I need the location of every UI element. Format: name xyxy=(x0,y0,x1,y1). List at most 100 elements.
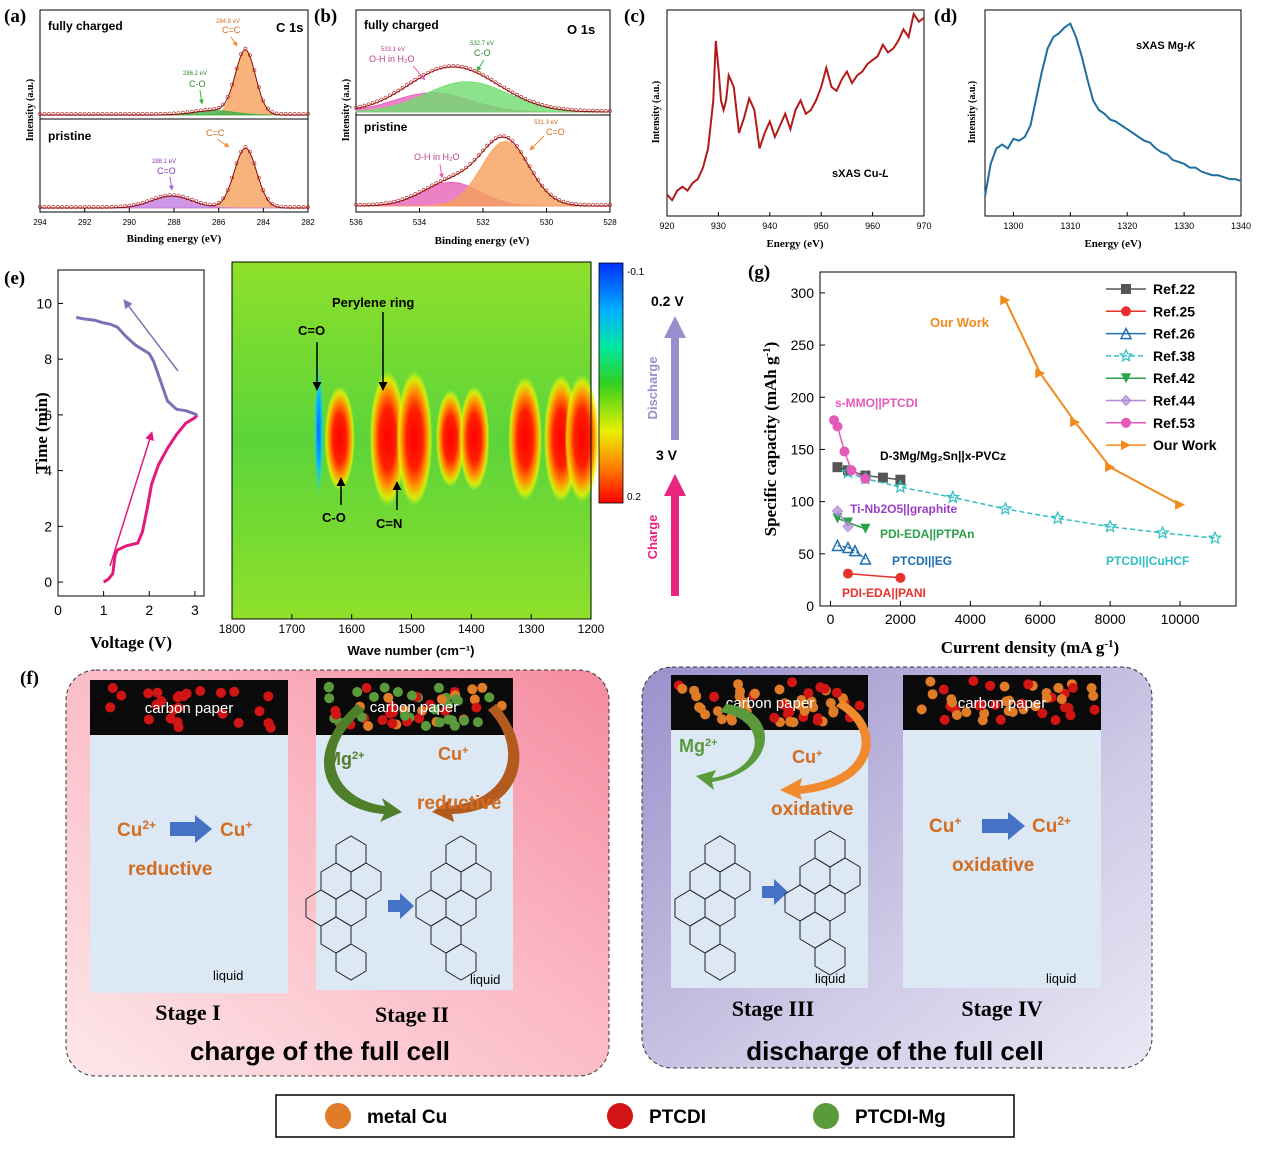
data-point xyxy=(78,205,83,209)
y-tick-label-g: 50 xyxy=(798,546,814,562)
x-tick-label-g: 8000 xyxy=(1095,611,1126,627)
particle xyxy=(831,687,842,698)
data-point xyxy=(252,161,257,166)
marker-triangle xyxy=(841,540,855,554)
arrow-cu-stage-2 xyxy=(432,704,520,822)
data-point xyxy=(292,205,297,209)
carbon-paper-label-1: carbon paper xyxy=(145,700,233,717)
legend-label-ref53: Ref.53 xyxy=(1153,415,1195,431)
data-point xyxy=(47,112,51,116)
particle xyxy=(263,691,274,702)
particles-stage-4 xyxy=(916,676,1100,726)
data-point xyxy=(489,77,494,82)
data-point xyxy=(548,192,553,197)
particle xyxy=(1089,704,1100,715)
label-oh2-b: O-H in H₂O xyxy=(414,152,460,162)
particle xyxy=(331,709,342,720)
particle xyxy=(1067,682,1078,693)
x-tick-label-g: 0 xyxy=(827,611,835,627)
data-point xyxy=(608,203,612,207)
data-point xyxy=(442,64,447,69)
data-point xyxy=(536,177,540,182)
particle xyxy=(451,694,462,705)
liquid-region-1 xyxy=(90,735,288,993)
particle xyxy=(233,717,244,728)
particle xyxy=(825,698,836,708)
x-tick-label-e: 3 xyxy=(191,602,199,618)
mg2-label-3: Mg2+ xyxy=(679,736,718,756)
ylabel-d: Intensity (a.u.) xyxy=(967,81,978,144)
xlabel-a: Binding energy (eV) xyxy=(127,233,222,245)
data-point xyxy=(497,134,502,139)
data-point xyxy=(283,204,288,209)
label-co-b: C-O xyxy=(474,48,491,58)
title-o1s: O 1s xyxy=(567,22,595,37)
x-axis-a-tick-label: 288 xyxy=(167,218,181,227)
data-point xyxy=(203,108,208,112)
annot-d3mg: D-3Mg/Mg₂Sn||x-PVCz xyxy=(880,449,1006,463)
data-point xyxy=(396,88,401,93)
marker-triangle xyxy=(1119,326,1133,340)
label-discharge-vertical: Discharge xyxy=(645,357,660,420)
particle xyxy=(677,683,688,694)
data-point xyxy=(105,112,109,116)
particle xyxy=(430,704,440,715)
data-point xyxy=(387,200,392,205)
data-point xyxy=(447,175,452,180)
particle xyxy=(152,687,163,698)
arrow-stage-4 xyxy=(982,812,1025,840)
data-point xyxy=(400,86,405,90)
data-point xyxy=(100,205,105,209)
particle xyxy=(383,692,394,703)
particle xyxy=(1053,682,1064,693)
label-co-energy-a: 286.2 eV xyxy=(183,71,207,77)
data-point xyxy=(234,66,239,71)
label-oh-energy-b: 533.1 eV xyxy=(381,47,405,53)
x-axis-a-tick-label: 282 xyxy=(301,218,315,227)
y-tick-label-g: 150 xyxy=(791,441,815,457)
particle xyxy=(990,699,1001,710)
marker-triangle-right xyxy=(1070,417,1081,428)
data-point xyxy=(239,149,243,154)
particle xyxy=(229,686,240,697)
annot-pdi-ptpan: PDI-EDA||PTPAn xyxy=(880,527,975,541)
data-point xyxy=(586,108,591,113)
carbon-paper-1 xyxy=(90,680,288,735)
data-point xyxy=(392,199,397,204)
data-point xyxy=(591,202,596,207)
band-hot-1540 xyxy=(369,370,406,507)
peak-co xyxy=(355,81,611,113)
data-point xyxy=(502,134,507,139)
data-point xyxy=(599,203,604,207)
data-point xyxy=(447,64,452,69)
panel-g: (g) 0 2000 4000 6000 8000 10000 0 50 100 150 200 25… xyxy=(748,262,1237,657)
particle xyxy=(433,682,444,693)
x-tick-label-g: 4000 xyxy=(955,611,986,627)
data-point xyxy=(366,202,371,207)
label-ceo-energy-a: 288.1 eV xyxy=(152,159,176,165)
data-point xyxy=(180,110,185,115)
particle-legend xyxy=(275,1094,1015,1138)
marker-circle xyxy=(839,446,850,457)
ylabel-b: Intensity (a.u.) xyxy=(341,79,352,142)
data-point xyxy=(288,112,293,116)
y-tick-label-e: 0 xyxy=(44,574,52,590)
label-sxas-mg: sXAS Mg-K xyxy=(1136,40,1196,52)
particle xyxy=(369,691,379,702)
x-tick-label-e: 1 xyxy=(100,602,108,618)
particle xyxy=(749,688,760,699)
data-point xyxy=(603,203,608,207)
particle xyxy=(828,707,839,718)
legend-label-ref42: Ref.42 xyxy=(1153,370,1195,386)
data-point xyxy=(430,183,435,188)
data-point xyxy=(485,143,490,148)
y-tick-label-g: 300 xyxy=(791,285,815,301)
x-axis-c-tick-label: 970 xyxy=(916,221,931,231)
data-point xyxy=(239,52,243,57)
x-tick-label-heatmap: 1600 xyxy=(338,622,365,636)
band-hot-1215 xyxy=(564,374,600,503)
panel-f: (f) carbon paper liquid Cu2+ Cu+ reducti… xyxy=(20,666,1153,1138)
arrow-ceo-a xyxy=(168,176,174,191)
data-point xyxy=(123,112,127,116)
xlabel-e: Voltage (V) xyxy=(90,633,172,652)
